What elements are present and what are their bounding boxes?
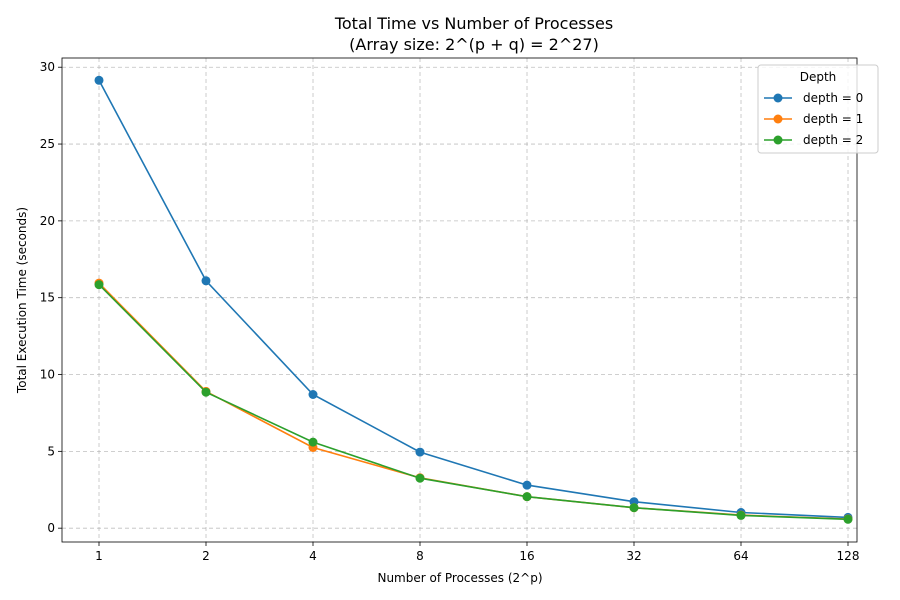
y-tick-label: 5 — [47, 444, 55, 458]
legend-entries: depth = 0 depth = 1 depth = 2 — [764, 91, 863, 147]
x-tick-label: 128 — [837, 549, 860, 563]
data-point — [201, 387, 211, 397]
x-tick-label: 32 — [626, 549, 641, 563]
legend-entry: depth = 0 — [764, 91, 863, 105]
tick-layer: 1 2 4 8 16 32 64 128 0 5 10 15 20 25 30 — [40, 60, 860, 563]
legend-label: depth = 0 — [803, 91, 863, 105]
y-tick-label: 30 — [40, 60, 55, 74]
legend-swatch-marker — [773, 114, 783, 124]
legend: Depth depth = 0 depth = 1 depth = 2 — [757, 64, 879, 154]
data-point — [94, 280, 104, 290]
plot-frame — [61, 57, 858, 543]
data-point — [415, 473, 425, 483]
series-layer — [94, 75, 853, 524]
legend-label: depth = 2 — [803, 133, 863, 147]
y-tick-label: 20 — [40, 214, 55, 228]
legend-label: depth = 1 — [803, 112, 863, 126]
y-tick-label: 25 — [40, 137, 55, 151]
x-tick-label: 4 — [309, 549, 317, 563]
chart-subtitle: (Array size: 2^(p + q) = 2^27) — [349, 35, 599, 54]
data-point — [308, 437, 318, 447]
x-tick-label: 2 — [202, 549, 210, 563]
x-tick-label: 64 — [733, 549, 748, 563]
data-point — [843, 514, 853, 524]
x-axis-label: Number of Processes (2^p) — [377, 571, 542, 585]
series-line — [98, 284, 849, 521]
x-tick-label: 16 — [519, 549, 534, 563]
data-point — [94, 75, 104, 85]
data-point — [736, 510, 746, 520]
x-tick-label: 8 — [416, 549, 424, 563]
series-2 — [94, 280, 853, 524]
y-tick-label: 15 — [40, 291, 55, 305]
data-point — [308, 389, 318, 399]
legend-swatch-marker — [773, 135, 783, 145]
y-tick-label: 10 — [40, 368, 55, 382]
y-axis-label: Total Execution Time (seconds) — [15, 207, 29, 394]
chart-title: Total Time vs Number of Processes — [334, 14, 613, 33]
legend-entry: depth = 1 — [764, 112, 863, 126]
series-line — [98, 282, 849, 520]
data-point — [522, 480, 532, 490]
series-0 — [94, 75, 853, 522]
y-tick-label: 0 — [47, 521, 55, 535]
series-line — [98, 79, 849, 519]
data-point — [201, 276, 211, 286]
legend-swatch-marker — [773, 93, 783, 103]
data-point — [415, 447, 425, 457]
legend-box — [757, 64, 879, 154]
data-point — [629, 503, 639, 513]
legend-entry: depth = 2 — [764, 133, 863, 147]
x-tick-label: 1 — [95, 549, 103, 563]
grid-layer — [62, 58, 857, 542]
legend-title: Depth — [800, 70, 837, 84]
data-point — [522, 492, 532, 502]
